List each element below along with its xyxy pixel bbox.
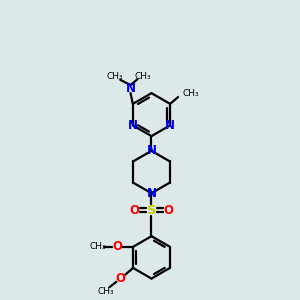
Text: N: N: [146, 187, 157, 200]
Text: O: O: [164, 204, 173, 217]
Text: CH₃: CH₃: [97, 287, 114, 296]
Text: N: N: [146, 144, 157, 157]
Text: CH₃: CH₃: [135, 72, 151, 81]
Text: N: N: [165, 119, 175, 132]
Text: S: S: [147, 204, 156, 217]
Text: CH₃: CH₃: [182, 89, 199, 98]
Text: O: O: [116, 272, 126, 285]
Text: N: N: [128, 119, 138, 132]
Text: N: N: [125, 82, 136, 95]
Text: O: O: [112, 240, 122, 253]
Text: CH₃: CH₃: [89, 242, 106, 251]
Text: CH₃: CH₃: [106, 72, 123, 81]
Text: O: O: [129, 204, 140, 217]
